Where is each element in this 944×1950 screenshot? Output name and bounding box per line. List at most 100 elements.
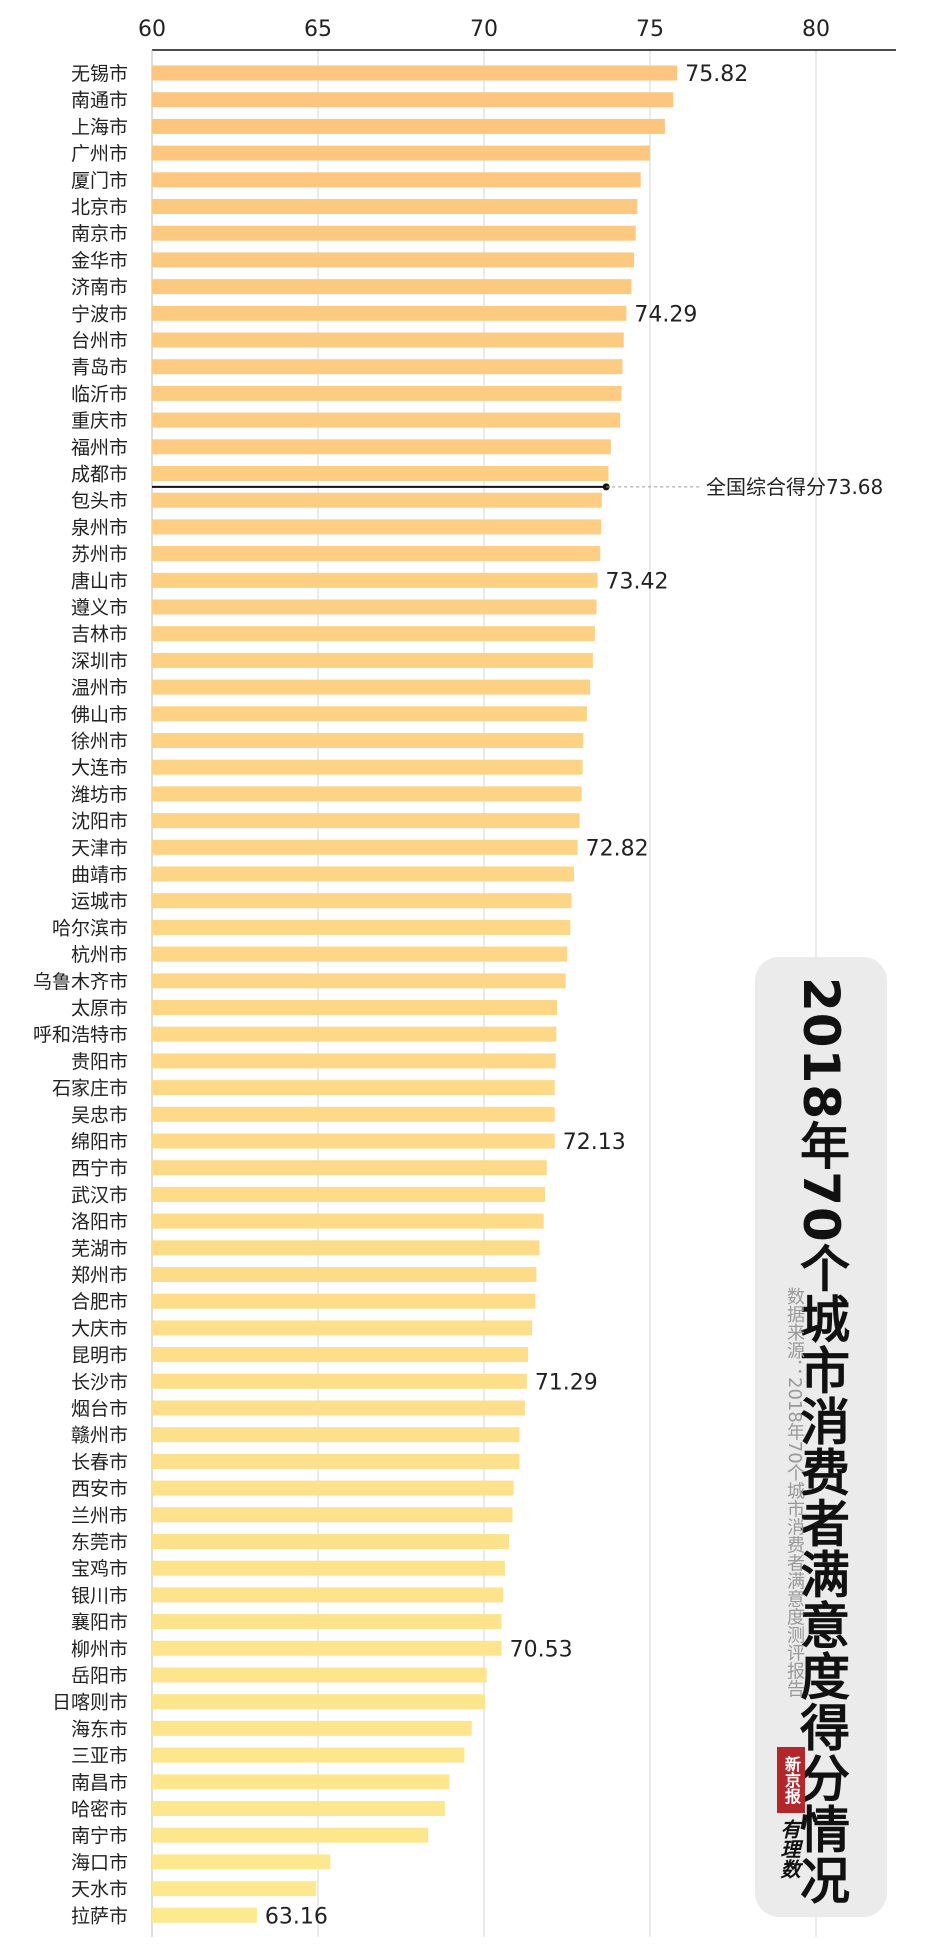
category-label-26: 徐州市 — [71, 731, 128, 753]
x-tick-label-70: 70 — [470, 17, 498, 42]
category-label-66: 哈密市 — [71, 1799, 128, 1821]
bar-12 — [152, 359, 623, 375]
bar-67 — [152, 1827, 429, 1843]
bar-8 — [152, 252, 635, 268]
bar-56 — [152, 1534, 510, 1549]
category-label-53: 长春市 — [71, 1451, 128, 1473]
bar-31 — [152, 866, 574, 882]
category-label-51: 烟台市 — [71, 1398, 128, 1420]
category-label-10: 宁波市 — [71, 303, 128, 325]
bar-7 — [152, 225, 636, 241]
bar-6 — [152, 199, 638, 214]
category-label-31: 曲靖市 — [71, 864, 128, 886]
value-label-70: 63.16 — [265, 1904, 328, 1929]
category-label-52: 赣州市 — [71, 1425, 128, 1447]
bar-55 — [152, 1507, 513, 1523]
bar-17 — [152, 492, 602, 508]
bar-65 — [152, 1774, 450, 1790]
value-label-1: 75.82 — [685, 62, 748, 87]
category-label-30: 天津市 — [71, 837, 128, 859]
bar-14 — [152, 412, 621, 428]
category-label-5: 厦门市 — [71, 170, 128, 192]
bar-11 — [152, 332, 624, 348]
category-labels: 无锡市南通市上海市广州市厦门市北京市南京市金华市济南市宁波市台州市青岛市临沂市重… — [33, 63, 128, 1927]
category-label-65: 南昌市 — [71, 1772, 128, 1794]
category-label-33: 哈尔滨市 — [52, 917, 128, 939]
bar-22 — [152, 626, 595, 642]
bar-57 — [152, 1560, 505, 1576]
bar-68 — [152, 1854, 331, 1870]
category-label-3: 上海市 — [71, 116, 128, 138]
bar-4 — [152, 145, 650, 161]
category-label-19: 苏州市 — [71, 544, 128, 566]
bar-9 — [152, 279, 632, 295]
bar-35 — [152, 973, 566, 989]
category-label-14: 重庆市 — [71, 410, 128, 432]
bar-51 — [152, 1400, 525, 1416]
category-label-42: 西宁市 — [71, 1158, 128, 1180]
bar-30 — [152, 839, 578, 855]
category-label-2: 南通市 — [71, 90, 128, 112]
x-tick-label-75: 75 — [636, 17, 664, 42]
value-label-30: 72.82 — [586, 836, 649, 861]
bar-64 — [152, 1747, 465, 1763]
category-label-15: 福州市 — [71, 437, 128, 459]
bar-48 — [152, 1320, 533, 1336]
value-label-50: 71.29 — [535, 1370, 598, 1395]
category-label-16: 成都市 — [71, 464, 128, 486]
category-label-22: 吉林市 — [71, 624, 128, 646]
value-label-41: 72.13 — [563, 1130, 626, 1155]
category-label-29: 沈阳市 — [71, 811, 128, 833]
category-label-7: 南京市 — [71, 223, 128, 245]
category-label-11: 台州市 — [71, 330, 128, 352]
category-label-48: 大庆市 — [71, 1318, 128, 1340]
category-label-61: 岳阳市 — [71, 1665, 128, 1687]
bar-41 — [152, 1133, 555, 1149]
category-label-69: 天水市 — [71, 1879, 128, 1901]
category-label-43: 武汉市 — [71, 1184, 128, 1206]
bar-34 — [152, 946, 568, 962]
bar-32 — [152, 893, 572, 909]
category-label-64: 三亚市 — [71, 1745, 128, 1767]
source-note: 数据来源：2018年70个城市消费者满意度测评报告 — [784, 1287, 805, 1698]
category-label-58: 银川市 — [71, 1585, 128, 1607]
bar-66 — [152, 1801, 445, 1816]
category-label-41: 绵阳市 — [71, 1131, 128, 1153]
bar-28 — [152, 786, 582, 802]
value-label-10: 74.29 — [634, 302, 697, 327]
bar-40 — [152, 1106, 555, 1122]
category-label-8: 金华市 — [71, 250, 128, 272]
average-marker: 全国综合得分73.68 — [152, 475, 883, 499]
category-label-49: 昆明市 — [71, 1345, 128, 1367]
category-label-1: 无锡市 — [71, 63, 128, 85]
bar-23 — [152, 652, 593, 668]
bar-54 — [152, 1480, 514, 1496]
bar-24 — [152, 679, 591, 695]
bar-52 — [152, 1427, 520, 1443]
bar-60 — [152, 1640, 502, 1656]
bar-50 — [152, 1373, 527, 1389]
bar-70 — [152, 1907, 257, 1923]
category-label-57: 宝鸡市 — [71, 1558, 128, 1580]
category-label-32: 运城市 — [71, 891, 128, 913]
bar-61 — [152, 1667, 487, 1683]
category-label-68: 海口市 — [71, 1852, 128, 1874]
category-label-40: 吴忠市 — [71, 1104, 128, 1126]
bar-2 — [152, 92, 674, 108]
bars — [152, 65, 678, 1923]
category-label-59: 襄阳市 — [71, 1612, 128, 1634]
category-label-38: 贵阳市 — [71, 1051, 128, 1073]
bar-18 — [152, 519, 602, 535]
category-label-35: 乌鲁木齐市 — [33, 971, 128, 993]
value-label-20: 73.42 — [606, 569, 669, 594]
category-label-12: 青岛市 — [71, 357, 128, 379]
bar-45 — [152, 1240, 540, 1256]
category-label-37: 呼和浩特市 — [33, 1024, 128, 1046]
category-label-47: 合肥市 — [71, 1291, 128, 1313]
bar-43 — [152, 1186, 546, 1202]
category-label-50: 长沙市 — [71, 1371, 128, 1393]
bar-37 — [152, 1026, 557, 1042]
bar-21 — [152, 599, 597, 615]
bar-13 — [152, 385, 622, 401]
